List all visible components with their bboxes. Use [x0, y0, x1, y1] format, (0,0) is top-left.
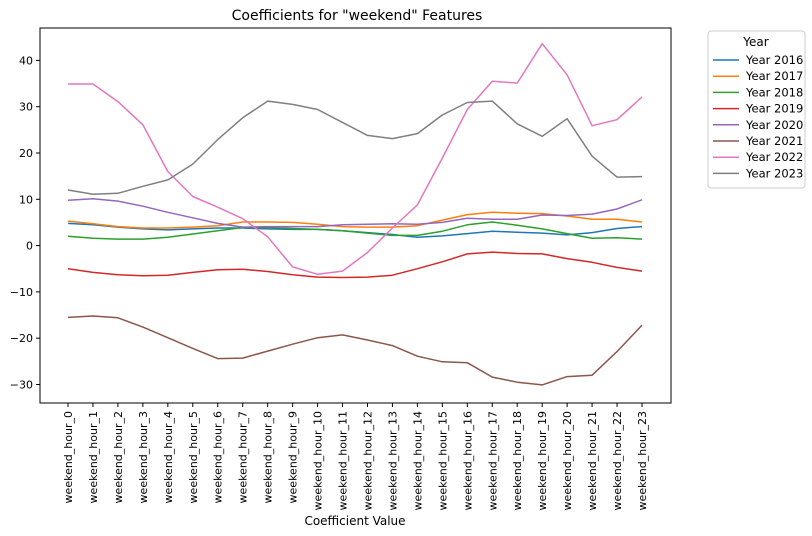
legend-label: Year 2016: [745, 53, 803, 67]
plot-frame: [39, 27, 672, 404]
x-tick-label: weekend_hour_0: [62, 411, 75, 503]
y-tick-label: 10: [19, 193, 33, 206]
legend-frame: [707, 30, 806, 189]
x-tick-label: weekend_hour_15: [436, 411, 449, 510]
x-tick-label: weekend_hour_21: [586, 411, 599, 510]
series-line-year-2017: [67, 211, 643, 229]
series-line-year-2023: [67, 100, 643, 195]
x-tick-label: weekend_hour_10: [312, 411, 325, 510]
series-line-year-2018: [67, 221, 643, 240]
series-line-year-2021: [67, 315, 643, 386]
series-line-year-2022: [68, 42, 643, 276]
x-tick-label: weekend_hour_9: [287, 411, 300, 503]
x-tick-label: weekend_hour_5: [187, 411, 200, 503]
series-line-year-2020: [67, 198, 643, 228]
x-tick-label: weekend_hour_1: [87, 411, 100, 503]
y-tick-label: 40: [19, 54, 33, 67]
y-tick-label: −20: [10, 332, 33, 345]
series-line-year-2019: [67, 251, 643, 279]
x-tick-label: weekend_hour_23: [636, 411, 649, 510]
series-line-year-2016: [67, 222, 643, 239]
x-tick-label: weekend_hour_6: [212, 411, 225, 503]
plot-lines: [67, 42, 643, 386]
x-tick-label: weekend_hour_20: [561, 411, 574, 510]
x-tick-label: weekend_hour_18: [511, 411, 524, 510]
x-axis: weekend_hour_0 weekend_hour_1 weekend_hour…: [62, 403, 649, 510]
legend-label: Year 2020: [745, 118, 803, 132]
legend-label: Year 2019: [745, 102, 803, 116]
y-tick-label: −30: [10, 378, 33, 391]
x-tick-label: weekend_hour_2: [112, 411, 125, 503]
x-tick-label: weekend_hour_4: [162, 411, 175, 503]
x-tick-label: weekend_hour_11: [337, 411, 350, 510]
x-tick-label: weekend_hour_13: [386, 411, 399, 510]
legend-label: Year 2021: [745, 134, 803, 148]
y-tick-label: −10: [10, 286, 33, 299]
legend-label: Year 2018: [745, 85, 803, 99]
y-tick-label: 20: [19, 147, 33, 160]
y-tick-label: 0: [26, 240, 33, 253]
y-tick-label: 30: [19, 101, 33, 114]
x-tick-label: weekend_hour_17: [486, 411, 499, 510]
x-tick-label: weekend_hour_16: [461, 411, 474, 510]
legend-label: Year 2017: [745, 69, 803, 83]
x-tick-label: weekend_hour_14: [411, 411, 424, 510]
x-axis-label: Coefficient Value: [304, 514, 405, 528]
legend-label: Year 2023: [745, 166, 803, 180]
x-tick-label: weekend_hour_3: [137, 411, 150, 503]
legend-label: Year 2022: [745, 150, 803, 164]
x-tick-label: weekend_hour_22: [611, 411, 624, 510]
y-axis: −30 −20 −10 0 10 20 30 40: [10, 54, 40, 391]
x-tick-label: weekend_hour_7: [237, 411, 250, 503]
chart-title: Coefficients for "weekend" Features: [232, 8, 483, 24]
legend-title: Year: [742, 35, 768, 49]
legend: Year Year 2016 Year 2017 Year 2018 Year 201…: [707, 30, 806, 189]
x-tick-label: weekend_hour_19: [536, 411, 549, 510]
x-tick-label: weekend_hour_12: [361, 411, 374, 510]
x-tick-label: weekend_hour_8: [262, 411, 275, 503]
